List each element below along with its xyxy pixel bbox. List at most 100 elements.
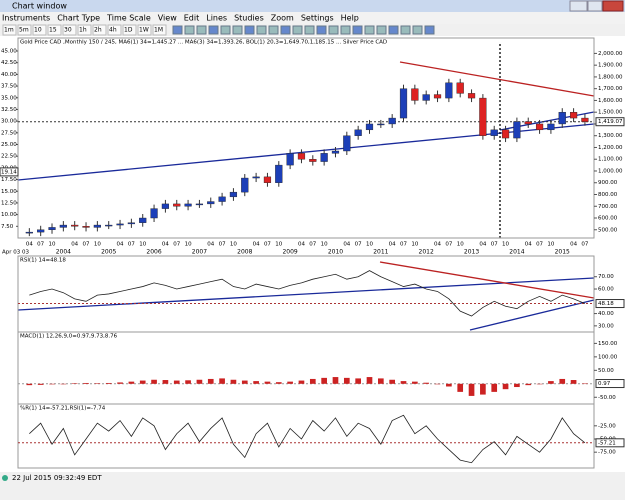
y-tick-label: 150.00 <box>598 341 618 347</box>
toolbar-icon[interactable] <box>400 25 411 35</box>
candle <box>456 82 464 94</box>
toolbar-icon[interactable] <box>304 25 315 35</box>
toolbar-button[interactable]: 30 <box>64 27 72 34</box>
toolbar-button-bg[interactable] <box>122 24 137 36</box>
toolbar-button[interactable]: 5m <box>19 27 29 34</box>
menu-item[interactable]: Lines <box>206 14 227 23</box>
toolbar-icon[interactable] <box>208 25 219 35</box>
menu-item[interactable]: Zoom <box>271 14 294 23</box>
histogram-bar <box>468 383 475 396</box>
panel-legend: %R(1) 14=-57.21,RSI(1)=-7.74 <box>20 406 106 412</box>
toolbar-icon[interactable] <box>220 25 231 35</box>
toolbar-icon[interactable] <box>424 25 435 35</box>
left-tick-label: 32.50 <box>1 107 17 113</box>
toolbar-button-bg[interactable] <box>62 24 77 36</box>
toolbar-icon[interactable] <box>172 25 183 35</box>
toolbar-icon[interactable] <box>412 25 423 35</box>
histogram-bar <box>230 379 237 384</box>
year-label: 2011 <box>373 249 388 256</box>
left-tick-label: 35.00 <box>1 95 17 101</box>
year-label: 2005 <box>101 249 116 256</box>
toolbar-icon[interactable] <box>280 25 291 35</box>
month-label: 07 <box>491 242 498 248</box>
toolbar-button-bg[interactable] <box>107 24 122 36</box>
candle <box>513 121 521 139</box>
candle <box>388 117 396 125</box>
minimize[interactable] <box>569 0 588 12</box>
toolbar-button-bg[interactable] <box>152 24 167 36</box>
toolbar-icon[interactable] <box>376 25 387 35</box>
toolbar-icon[interactable] <box>292 25 303 35</box>
toolbar-icon[interactable] <box>232 25 243 35</box>
candle <box>25 231 33 234</box>
toolbar-button-bg[interactable] <box>137 24 152 36</box>
year-label: 2013 <box>464 249 479 256</box>
menu-item[interactable]: Settings <box>301 14 334 23</box>
histogram-bar <box>94 383 101 384</box>
candle <box>161 203 170 209</box>
toolbar-icon[interactable] <box>352 25 363 35</box>
toolbar-button[interactable]: 1W <box>139 27 149 34</box>
toolbar-icon[interactable] <box>244 25 255 35</box>
left-tick-label: 27.50 <box>1 130 17 136</box>
toolbar-button-bg[interactable] <box>77 24 92 36</box>
toolbar-button-bg[interactable] <box>92 24 107 36</box>
histogram-bar <box>241 380 248 384</box>
year-label: 2015 <box>555 249 570 256</box>
maximize[interactable] <box>587 0 603 12</box>
month-label: 07 <box>37 242 44 248</box>
candle <box>229 191 238 198</box>
menu-item[interactable]: Studies <box>234 14 264 23</box>
toolbar-button[interactable]: 1m <box>4 27 14 34</box>
histogram-bar <box>219 378 225 384</box>
y-tick-label: 1,700.00 <box>598 86 623 92</box>
last-value-box <box>595 379 625 389</box>
toolbar-button[interactable]: 1h <box>79 27 87 34</box>
histogram-bar <box>355 378 361 384</box>
toolbar-button[interactable]: 10 <box>34 27 42 34</box>
toolbar-icon[interactable] <box>256 25 267 35</box>
menu-item[interactable]: Chart Type <box>57 14 100 23</box>
toolbar-button[interactable]: 2h <box>94 27 102 34</box>
silver-last-box <box>0 167 19 177</box>
candle <box>581 117 589 122</box>
toolbar-icon[interactable] <box>328 25 339 35</box>
year-label: 2009 <box>282 249 297 256</box>
menu-item[interactable]: Time Scale <box>106 14 151 23</box>
toolbar-icon[interactable] <box>340 25 351 35</box>
candle <box>252 176 260 179</box>
toolbar-button-bg[interactable] <box>32 24 47 36</box>
toolbar-button[interactable]: 15 <box>49 27 57 34</box>
month-label: 04 <box>525 242 532 248</box>
toolbar-icon[interactable] <box>196 25 207 35</box>
month-label: 10 <box>321 242 328 248</box>
menu-item[interactable]: Instruments <box>2 14 50 23</box>
toolbar-button-bg[interactable] <box>47 24 62 36</box>
toolbar-icon[interactable] <box>388 25 399 35</box>
toolbar-icon[interactable] <box>268 25 279 35</box>
y-tick-label: -75.00 <box>598 450 616 456</box>
candle <box>320 153 328 162</box>
y-tick-label: 900.00 <box>598 180 618 186</box>
toolbar-button-bg[interactable] <box>17 24 32 36</box>
candle <box>354 129 362 136</box>
toolbar-icon[interactable] <box>316 25 327 35</box>
month-label: 04 <box>570 242 577 248</box>
month-label: 10 <box>275 242 282 248</box>
toolbar-icon[interactable] <box>184 25 195 35</box>
toolbar-icon[interactable] <box>364 25 375 35</box>
histogram-bar <box>253 381 259 384</box>
toolbar-button-bg[interactable] <box>2 24 17 36</box>
menu-item[interactable]: Edit <box>184 14 200 23</box>
toolbar-button[interactable]: 1D <box>124 27 133 34</box>
month-label: 10 <box>49 242 56 248</box>
toolbar-button[interactable]: 4h <box>109 27 117 34</box>
menu-item[interactable]: View <box>158 14 177 23</box>
menu-item[interactable]: Help <box>341 14 359 23</box>
candle <box>116 223 124 226</box>
histogram-bar <box>151 379 157 384</box>
y-tick-label: 700.00 <box>598 204 618 210</box>
month-label: 07 <box>536 242 543 248</box>
toolbar-button[interactable]: 1M <box>154 27 163 34</box>
close[interactable] <box>602 0 624 12</box>
